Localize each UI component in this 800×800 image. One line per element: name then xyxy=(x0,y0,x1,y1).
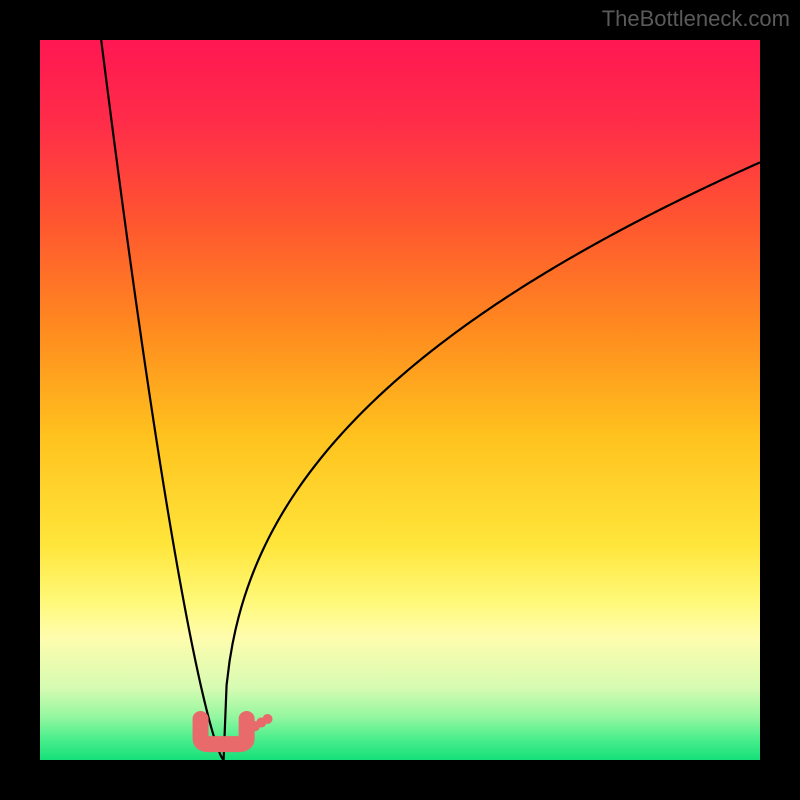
watermark-text: TheBottleneck.com xyxy=(602,6,790,32)
marker-dot xyxy=(263,714,273,724)
plot-area xyxy=(40,40,760,760)
chart-container: TheBottleneck.com xyxy=(0,0,800,800)
chart-svg xyxy=(0,0,800,800)
